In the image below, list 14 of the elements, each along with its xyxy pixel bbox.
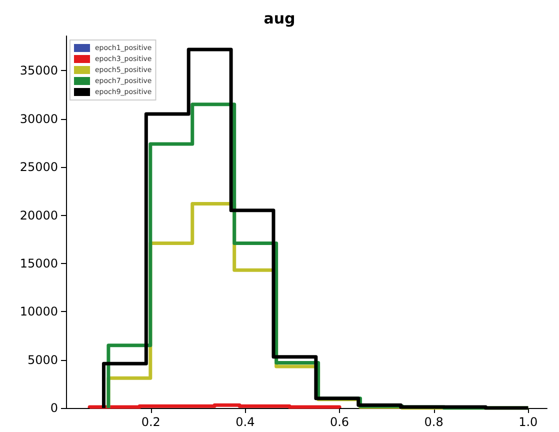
y-tick-label: 0 (50, 401, 58, 415)
y-tick-label: 10000 (20, 304, 58, 319)
x-tick-label: 1.0 (518, 415, 538, 429)
y-tick-label: 20000 (20, 208, 58, 222)
x-tick-label: 0.6 (330, 415, 350, 429)
x-tick-label: 0.2 (141, 415, 160, 429)
x-tick-label: 0.4 (236, 415, 255, 429)
chart-title: aug (264, 10, 296, 28)
y-tick-label: 30000 (20, 112, 58, 126)
y-tick-label: 5000 (27, 352, 58, 367)
y-tick-label: 15000 (20, 256, 58, 270)
y-tick-label: 35000 (20, 64, 58, 78)
y-tick-label: 25000 (20, 160, 58, 174)
x-tick-label: 0.8 (424, 415, 444, 429)
